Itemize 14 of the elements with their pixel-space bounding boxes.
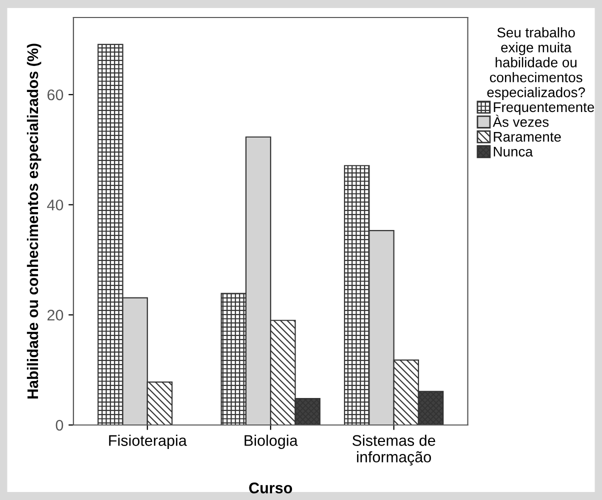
x-axis-title: Curso bbox=[249, 482, 292, 494]
y-tick-label: 40 bbox=[47, 200, 64, 210]
y-tick-label: 20 bbox=[48, 310, 64, 321]
y-axis-title: Habilidade ou conhecimentos especializados (%) bbox=[26, 44, 42, 398]
legend-label: Nunca bbox=[494, 146, 533, 157]
x-tick-label: Fisioterapia bbox=[109, 434, 187, 449]
x-tick-label: Sistemas de informação bbox=[352, 434, 436, 466]
x-tick-label: Biologia bbox=[244, 434, 298, 449]
legend-label: Frequentemente bbox=[494, 102, 594, 115]
legend-title: Seu trabalho exige muita habilidade ou conhecimentos especializados? bbox=[487, 27, 585, 100]
y-tick-label: 0 bbox=[56, 420, 64, 431]
y-tick-label: 60 bbox=[48, 89, 64, 100]
legend-label: Às vezes bbox=[492, 114, 549, 127]
legend-label: Raramente bbox=[494, 132, 561, 142]
